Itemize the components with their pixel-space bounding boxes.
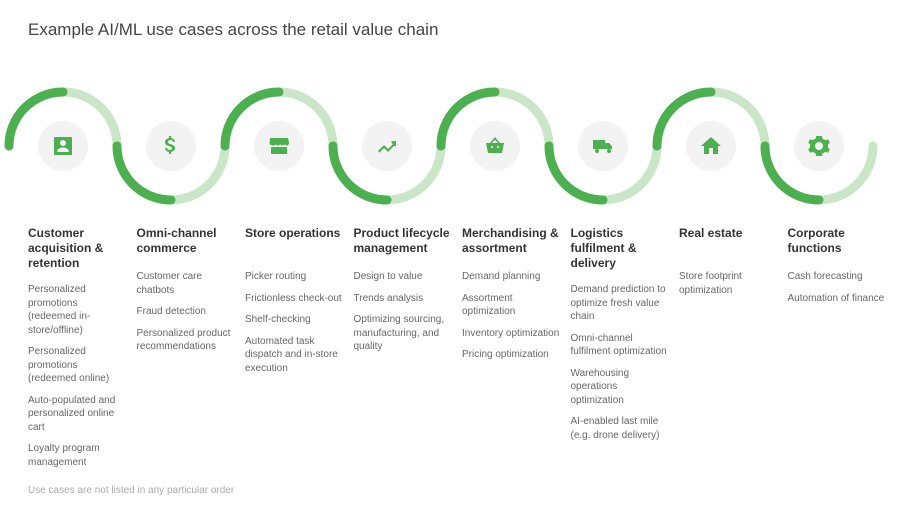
column-item: Omni-channel fulfilment optimization: [571, 332, 672, 359]
column-item: Customer care chatbots: [137, 270, 238, 297]
column-item: Personalized product recommendations: [137, 327, 238, 354]
column: Customer acquisition & retention Personal…: [28, 226, 129, 477]
wave-band: [0, 86, 900, 206]
column-item: Picker routing: [245, 270, 346, 284]
icon-bg: [794, 121, 844, 171]
column: Omni-channel commerce Customer care chatb…: [137, 226, 238, 477]
column-item: Automation of finance: [788, 292, 889, 306]
column-items: Store footprint optimization: [679, 270, 780, 297]
page-title: Example AI/ML use cases across the retai…: [28, 20, 438, 40]
column-item: Pricing optimization: [462, 348, 563, 362]
column-title: Real estate: [679, 226, 780, 258]
column-title: Merchandising & assortment: [462, 226, 563, 258]
column-items: Cash forecasting Automation of finance: [788, 270, 889, 305]
column-title: Logistics fulfilment & delivery: [571, 226, 672, 271]
column-item: Demand planning: [462, 270, 563, 284]
column: Real estate Store footprint optimization: [679, 226, 780, 477]
column-item: Personalized promotions (redeemed in-sto…: [28, 283, 129, 337]
column-title: Product lifecycle management: [354, 226, 455, 258]
column-item: Personalized promotions (redeemed online…: [28, 345, 129, 386]
column-title: Store operations: [245, 226, 346, 258]
column-item: Design to value: [354, 270, 455, 284]
column: Merchandising & assortment Demand plannin…: [462, 226, 563, 477]
icon-bg: [362, 121, 412, 171]
column-item: Shelf-checking: [245, 313, 346, 327]
column-item: Automated task dispatch and in-store exe…: [245, 335, 346, 376]
column-item: Auto-populated and personalized online c…: [28, 394, 129, 435]
column-item: Assortment optimization: [462, 292, 563, 319]
footnote: Use cases are not listed in any particul…: [28, 485, 234, 496]
column: Store operations Picker routing Frictionle…: [245, 226, 346, 477]
column-items: Demand planning Assortment optimization In…: [462, 270, 563, 362]
column-item: Frictionless check-out: [245, 292, 346, 306]
column-title: Corporate functions: [788, 226, 889, 258]
column-item: Warehousing operations optimization: [571, 367, 672, 408]
column: Corporate functions Cash forecasting Autom…: [788, 226, 889, 477]
icon-bg: [254, 121, 304, 171]
column-item: Inventory optimization: [462, 327, 563, 341]
column-items: Personalized promotions (redeemed in-sto…: [28, 283, 129, 469]
person-card-icon: [54, 137, 72, 155]
column-item: AI-enabled last mile (e.g. drone deliver…: [571, 415, 672, 442]
column-title: Customer acquisition & retention: [28, 226, 129, 271]
column-item: Optimizing sourcing, manufacturing, and …: [354, 313, 455, 354]
column-items: Picker routing Frictionless check-out Shel…: [245, 270, 346, 375]
column-item: Cash forecasting: [788, 270, 889, 284]
column-title: Omni-channel commerce: [137, 226, 238, 258]
column-item: Demand prediction to optimize fresh valu…: [571, 283, 672, 324]
column-item: Store footprint optimization: [679, 270, 780, 297]
column-item: Loyalty program management: [28, 442, 129, 469]
column-item: Trends analysis: [354, 292, 455, 306]
column-item: Fraud detection: [137, 305, 238, 319]
column-items: Design to value Trends analysis Optimizing…: [354, 270, 455, 354]
column: Logistics fulfilment & delivery Demand pr…: [571, 226, 672, 477]
column-items: Demand prediction to optimize fresh valu…: [571, 283, 672, 442]
column: Product lifecycle management Design to va…: [354, 226, 455, 477]
column-items: Customer care chatbots Fraud detection Per…: [137, 270, 238, 354]
columns-container: Customer acquisition & retention Personal…: [28, 226, 888, 477]
